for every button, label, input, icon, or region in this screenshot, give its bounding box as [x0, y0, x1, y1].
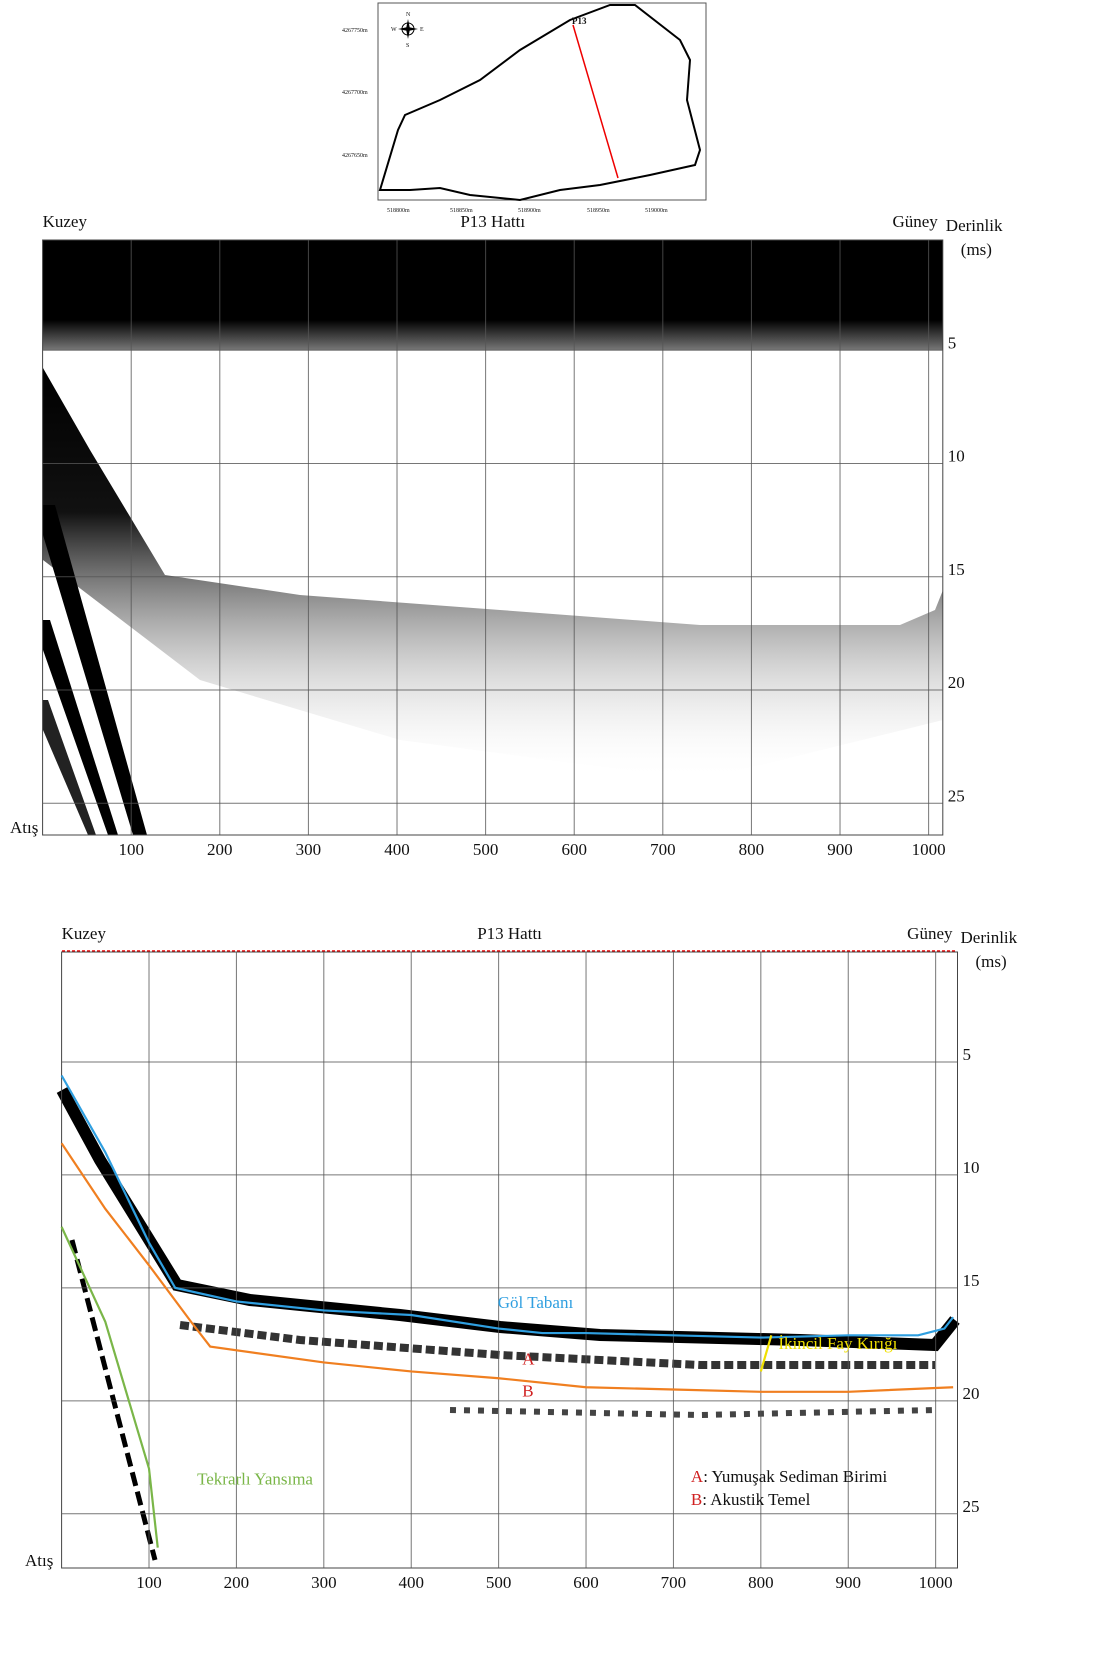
x-tick-label: 500 [473, 840, 499, 859]
sediment-echo [179, 1321, 935, 1369]
x-tick-label: 800 [748, 1573, 774, 1592]
multiple [43, 505, 147, 835]
profile-line [572, 24, 619, 179]
profile-label: P13 [572, 16, 587, 26]
unit-label: A [522, 1350, 535, 1369]
compass-w: W [391, 27, 397, 33]
x-axis-label: Atış [10, 818, 38, 837]
horizon-label: B [522, 1381, 533, 1400]
y-tick-label: 25 [948, 786, 965, 805]
map-frame [377, 2, 707, 201]
x-tick-label: 500 [486, 1573, 512, 1592]
x-tick-label: 900 [835, 1573, 861, 1592]
legend-key: B [691, 1490, 702, 1509]
plot-frame [61, 951, 959, 1569]
legend-text: : Yumuşak Sediman Birimi [703, 1467, 887, 1486]
y-tick-label: 5 [948, 333, 957, 352]
map-x-tick: 519000m [645, 208, 668, 214]
basement-echo [449, 1407, 936, 1419]
left-label: Kuzey [43, 212, 88, 231]
legend-entry: B: Akustik Temel [691, 1490, 811, 1509]
lake-outline [378, 4, 702, 202]
y-axis-label: (ms) [976, 952, 1007, 971]
lake-floor-echo [43, 368, 943, 780]
y-tick-label: 10 [963, 1158, 980, 1177]
plot-frame [42, 239, 944, 836]
legend-key: A [691, 1467, 704, 1486]
y-tick-label: 10 [948, 447, 965, 466]
multiple [69, 1239, 158, 1561]
y-tick-label: 25 [963, 1497, 980, 1516]
y-tick-label: 20 [963, 1384, 980, 1403]
x-tick-label: 900 [827, 840, 853, 859]
x-axis-label: Atış [25, 1551, 53, 1570]
map-x-tick: 518850m [450, 208, 473, 214]
legend-text: : Akustik Temel [702, 1490, 810, 1509]
y-tick-label: 15 [963, 1271, 980, 1290]
x-tick-label: 300 [311, 1573, 337, 1592]
panel-title: P13 Hattı [477, 924, 542, 943]
y-axis-label: Derinlik [961, 928, 1018, 947]
map-x-tick: 518900m [518, 208, 541, 214]
map-x-tick: 518800m [387, 208, 410, 214]
map-y-tick: 4267700m [342, 90, 368, 96]
multiple [43, 700, 96, 835]
x-tick-label: 200 [207, 840, 233, 859]
y-tick-label: 5 [963, 1045, 972, 1064]
x-tick-label: 700 [650, 840, 676, 859]
y-tick-label: 15 [948, 560, 965, 579]
x-tick-label: 800 [739, 840, 765, 859]
y-axis-label: Derinlik [946, 216, 1003, 235]
panel-title: P13 Hattı [460, 212, 525, 231]
legend-entry: A: Yumuşak Sediman Birimi [691, 1467, 888, 1486]
horizon-label: Göl Tabanı [498, 1293, 574, 1312]
x-tick-label: 400 [398, 1573, 424, 1592]
map-y-tick: 4267750m [342, 28, 368, 34]
x-tick-label: 300 [296, 840, 322, 859]
left-label: Kuzey [62, 924, 107, 943]
map-y-tick: 4267650m [342, 153, 368, 159]
horizon-label: İkincil Fay Kırığı [778, 1334, 897, 1353]
compass-s: S [406, 43, 409, 49]
y-tick-label: 20 [948, 673, 965, 692]
map-x-tick: 518950m [587, 208, 610, 214]
right-label: Güney [907, 924, 953, 943]
compass-e: E [420, 27, 424, 33]
horizon-line [60, 1142, 954, 1393]
multiple [43, 620, 118, 835]
right-label: Güney [892, 212, 938, 231]
compass-rose [398, 19, 418, 39]
x-tick-label: 700 [661, 1573, 687, 1592]
horizon-line [759, 1335, 773, 1372]
x-tick-label: 600 [561, 840, 587, 859]
x-tick-label: 1000 [919, 1573, 953, 1592]
compass-n: N [406, 12, 411, 18]
x-tick-label: 100 [118, 840, 144, 859]
water-column-fade [43, 320, 943, 350]
x-tick-label: 600 [573, 1573, 599, 1592]
x-tick-label: 400 [384, 840, 410, 859]
x-tick-label: 200 [224, 1573, 250, 1592]
x-tick-label: 1000 [912, 840, 946, 859]
horizon-label: Tekrarlı Yansıma [197, 1469, 313, 1488]
water-column [43, 240, 943, 320]
horizon-line [60, 1226, 159, 1548]
horizon-line [60, 1074, 954, 1339]
seismic-image [43, 240, 943, 835]
x-tick-label: 100 [136, 1573, 162, 1592]
map: P13 N E S W 4267750m 4267700m 4267650m 5… [342, 2, 707, 214]
y-axis-label: (ms) [961, 240, 992, 259]
